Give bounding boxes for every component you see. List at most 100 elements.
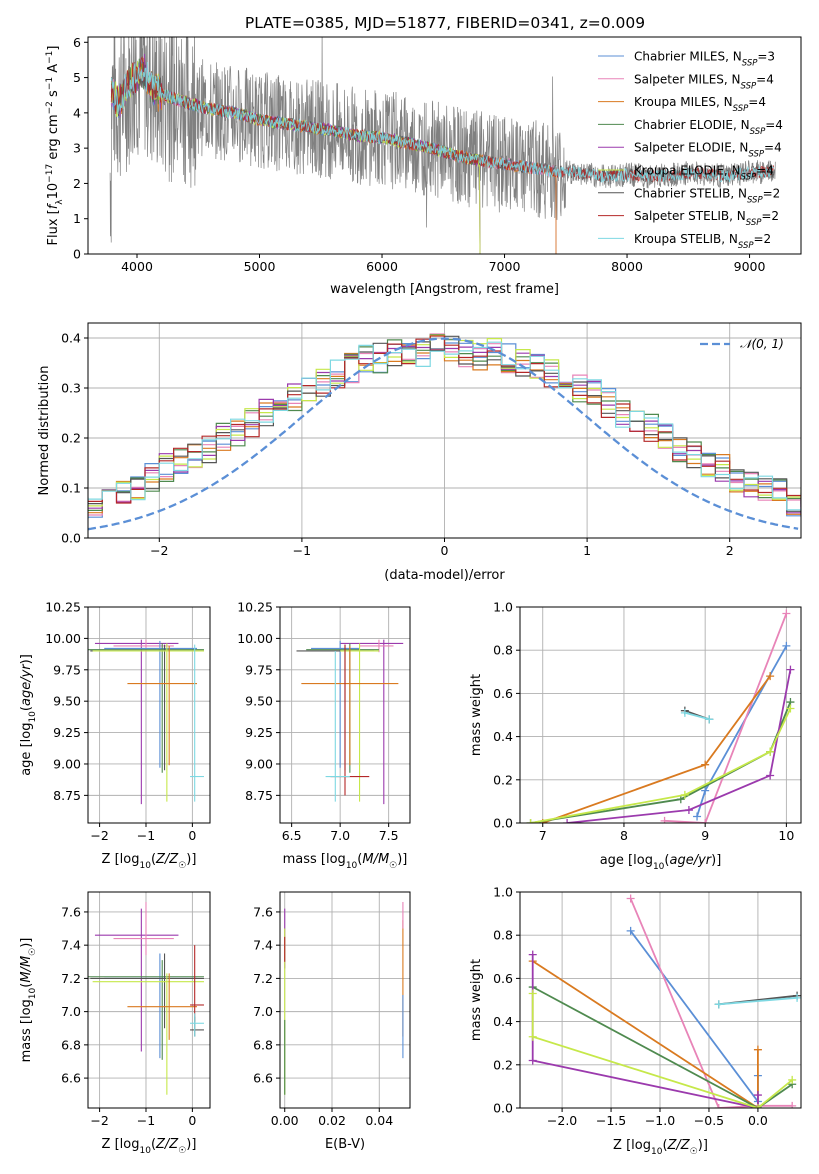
weight-line-salpeter-miles [664,613,788,823]
x-tick-label: 9 [701,828,709,843]
legend-entry: Salpeter ELODIE, NSSP=4 [634,141,782,160]
legend-entry: Kroupa ELODIE, NSSP=4 [634,164,774,183]
y-tick-label: 9.25 [53,725,81,740]
axes-frame [87,36,802,255]
x-tick-label: −1 [137,828,155,843]
weight-marker [701,786,710,795]
x-tick-label: −0.5 [694,1113,724,1128]
weight-marker [766,672,775,681]
age-vs-metallicity-panel: −2 −1 0 8.75 9.00 9.25 9.50 9.75 10.00 10.25 Z [lo… [19,600,211,871]
x-axis-label: age [log10(age/yr)] [600,853,722,872]
x-tick-label: 4000 [121,259,153,274]
y-tick-label: 0.6 [493,971,513,986]
weight-marker [528,1056,537,1065]
legend-entry: 𝒩(0, 1) [740,337,784,351]
x-axis-label: Z [log10(Z/Z☉)] [613,1138,708,1157]
y-tick-label: 9.00 [245,756,273,771]
x-axis-label: (data-model)/error [384,568,505,583]
weight-marker [676,795,685,804]
x-tick-label: 6000 [366,259,398,274]
weight-marker [788,1101,797,1108]
weight-vs-age-panel: 7 8 9 10 0.0 0.2 0.4 0.6 0.8 1.0 age [log10(age/yr… [469,600,802,872]
x-tick-label: 10 [778,828,794,843]
x-tick-label: 0.0 [748,1113,768,1128]
x-tick-label: −2.0 [547,1113,577,1128]
figure-title: PLATE=0385, MJD=51877, FIBERID=0341, z=0… [245,14,645,32]
weight-line-salpeter-elodie [567,669,792,823]
weight-marker [766,747,775,756]
x-tick-label: 8 [620,828,628,843]
weight-marker [528,989,537,998]
histogram-kroupa-stelib [88,341,801,511]
weight-marker [626,894,635,903]
legend-entry: Chabrier MILES, NSSP=3 [634,50,775,69]
y-axis-label: Flux [fλ10−17 erg cm−2 s−1 A−1] [45,46,65,246]
y-tick-label: 0.4 [61,331,81,346]
y-tick-label: 10.00 [237,631,273,646]
y-tick-label: 4 [73,105,81,120]
y-tick-label: 7.0 [61,1004,81,1019]
weight-marker [782,609,791,618]
x-tick-label: 7000 [489,259,521,274]
x-axis-label: Z [log10(Z/Z☉)] [102,852,197,871]
y-tick-label: 0.1 [61,481,81,496]
spectrum-panel: 4000 5000 6000 7000 8000 9000 0 1 2 3 4 5 6 wavelengt… [45,35,802,297]
axes-frame [87,891,211,1109]
weight-marker [753,1104,762,1108]
y-tick-label: 8.75 [53,788,81,803]
y-tick-label: 8.75 [245,788,273,803]
y-tick-label: 0.0 [493,1101,513,1116]
mass-vs-metallicity-panel: −2 −1 0 6.6 6.8 7.0 7.2 7.4 7.6 Z [log10(Z/Z☉)] ma… [19,891,211,1156]
legend-entry: Chabrier STELIB, NSSP=2 [634,186,780,205]
mass-vs-ebv-panel: 0.00 0.02 0.04 6.6 6.8 7.0 7.2 7.4 7.6 E(B-V) [253,891,411,1152]
x-tick-label: −2 [90,828,108,843]
weight-line-chabrier-elodie [532,986,793,1108]
legend-entry: Chabrier ELODIE, NSSP=4 [634,118,783,137]
y-tick-label: 0.3 [61,381,81,396]
histogram-chabrier-elodie [88,334,801,512]
y-tick-label: 0.0 [61,531,81,546]
weight-marker [680,790,689,799]
y-tick-label: 10.00 [45,631,81,646]
legend-entry: Salpeter MILES, NSSP=4 [634,72,774,91]
x-tick-label: 2 [726,543,734,558]
legend-entry: Kroupa STELIB, NSSP=2 [634,232,771,251]
plot-area [528,894,801,1108]
x-tick-label: −2 [90,1113,108,1128]
weight-marker [626,926,635,935]
plot-area [109,37,776,254]
histogram-salpeter-miles [88,333,801,518]
x-tick-label: 0 [188,1113,196,1128]
x-tick-label: 7.5 [379,828,399,843]
x-tick-label: −1.0 [645,1113,675,1128]
y-tick-label: 0.4 [493,1014,513,1029]
weight-marker [782,641,791,650]
weight-line-salpeter-miles [629,898,793,1108]
y-tick-label: 0.6 [493,686,513,701]
y-tick-label: 5 [73,70,81,85]
x-tick-label: 5000 [244,259,276,274]
weight-marker [526,819,535,823]
weight-line-kroupa-stelib [684,711,710,721]
y-axis-label: mass weight [469,959,484,1041]
x-tick-label: −1.5 [596,1113,626,1128]
weight-line-kroupa-elodie [530,708,792,823]
x-tick-label: −1 [293,543,311,558]
weight-marker [701,760,710,769]
y-tick-label: 0.2 [493,1057,513,1072]
y-tick-label: 6 [73,35,81,50]
weight-line-kroupa-stelib [718,996,798,1006]
x-axis-label: E(B-V) [325,1137,365,1152]
y-tick-label: 7.4 [61,938,81,953]
weight-line-chabrier-miles [629,930,759,1105]
weight-marker [786,704,795,713]
legend-entry: Kroupa MILES, NSSP=4 [634,95,766,114]
plot-area [88,333,801,531]
y-tick-label: 7.2 [253,971,273,986]
x-tick-label: 7.0 [330,828,350,843]
y-tick-label: 9.25 [245,725,273,740]
weight-marker [753,1045,762,1054]
x-axis-label: Z [log10(Z/Z☉)] [102,1137,197,1156]
histogram-kroupa-elodie [88,334,801,507]
y-tick-label: 9.00 [53,756,81,771]
